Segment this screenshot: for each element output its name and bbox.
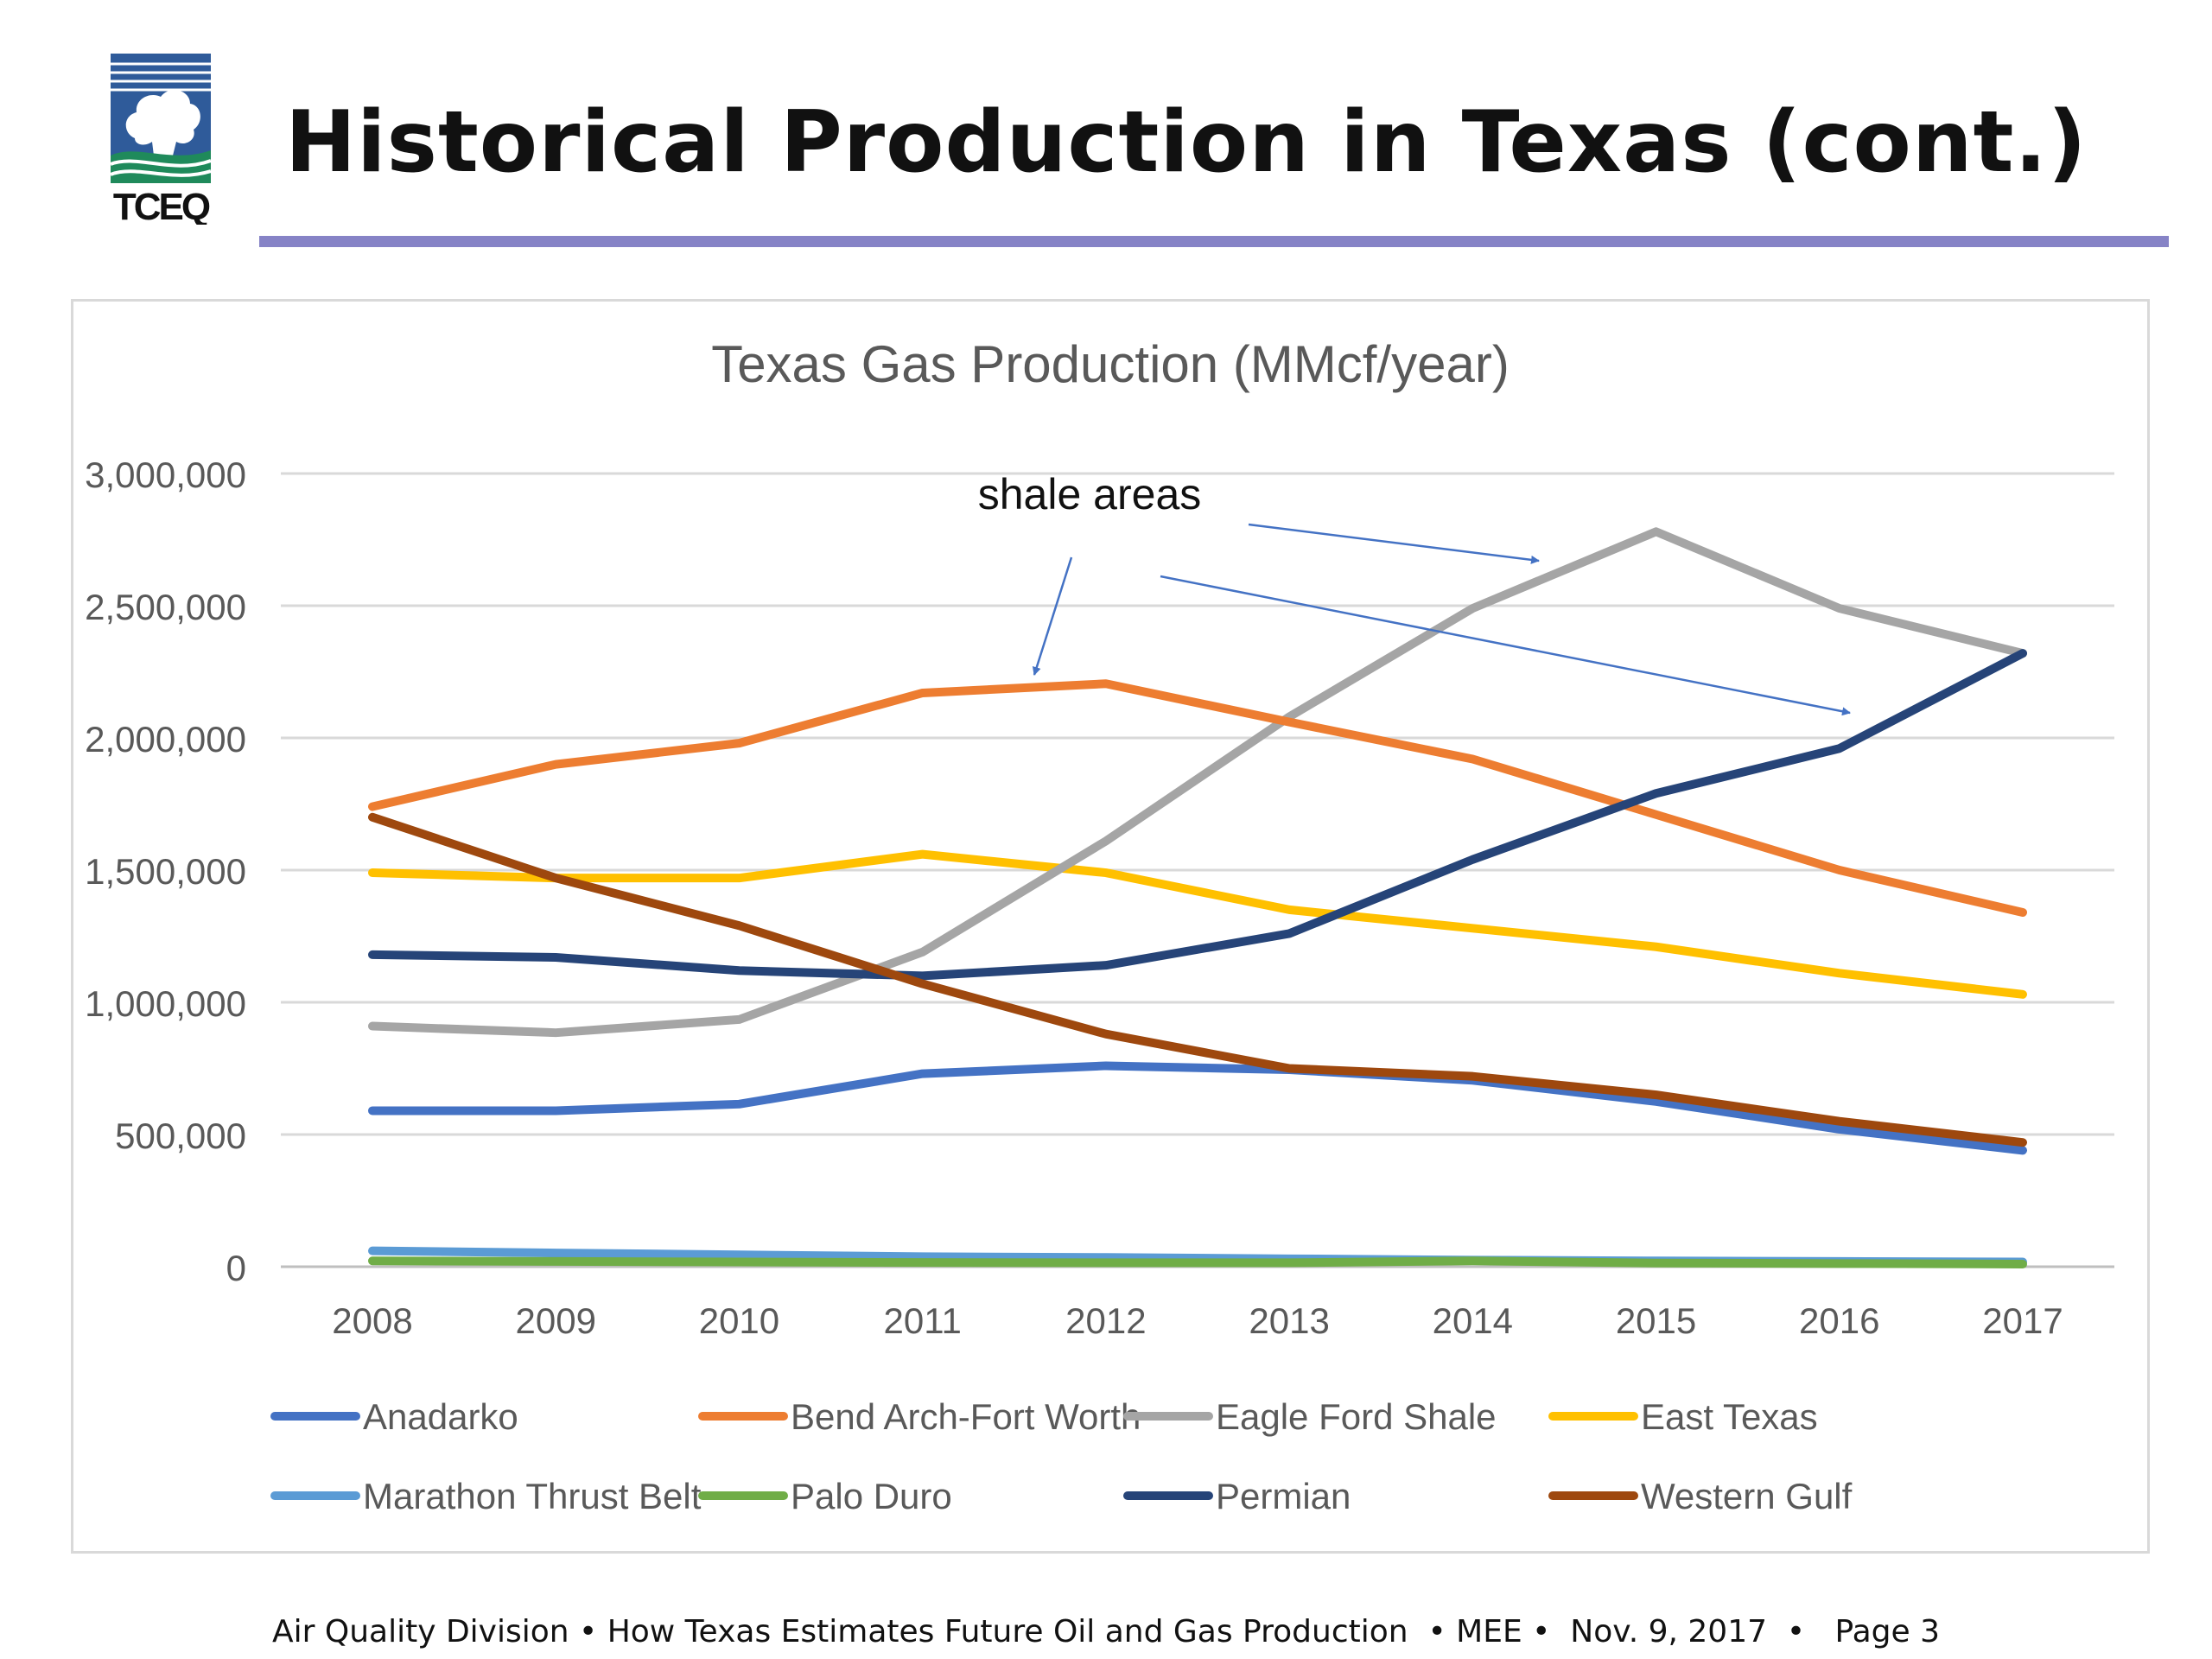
chart-title: Texas Gas Production (MMcf/year): [711, 335, 1510, 393]
y-axis-ticks: 0 500,000 1,000,000 1,500,000 2,000,000 2,500…: [85, 454, 246, 1288]
annotation-arrow: [1032, 556, 1073, 676]
y-tick-label: 500,000: [115, 1116, 246, 1156]
y-tick-label: 2,500,000: [85, 587, 246, 627]
logo-wordmark: TCEQ: [113, 186, 210, 225]
chart-frame: Texas Gas Production (MMcf/year) 0 500,00…: [71, 299, 2150, 1554]
legend: Anadarko Bend Arch-Fort Worth Eagle Ford S…: [270, 1396, 1853, 1516]
legend-item: Permian: [1123, 1476, 1351, 1516]
x-tick-label: 2017: [1982, 1300, 2063, 1341]
legend-item: Anadarko: [270, 1396, 518, 1437]
x-tick-label: 2015: [1616, 1300, 1696, 1341]
legend-label: East Texas: [1641, 1396, 1818, 1437]
line-chart: Texas Gas Production (MMcf/year) 0 500,00…: [85, 335, 2114, 1516]
tceq-logo: TCEQ: [111, 54, 211, 225]
series-line-palo-duro: [368, 1256, 2027, 1268]
series-line-western-gulf: [368, 812, 2027, 1147]
series-line-permian: [368, 649, 2027, 981]
x-tick-label: 2014: [1433, 1300, 1513, 1341]
legend-item: East Texas: [1548, 1396, 1818, 1437]
series-line-east-texas: [368, 849, 2027, 999]
series-line-bend-arch-fort-worth: [368, 679, 2027, 917]
legend-item: Western Gulf: [1548, 1476, 1853, 1516]
x-tick-label: 2010: [699, 1300, 779, 1341]
legend-label: Anadarko: [363, 1396, 518, 1437]
legend-label: Western Gulf: [1641, 1476, 1853, 1516]
y-tick-label: 1,500,000: [85, 851, 246, 892]
slide-title: Historical Production in Texas (cont.): [285, 93, 2088, 192]
legend-label: Palo Duro: [791, 1476, 952, 1516]
gridlines: [281, 472, 2114, 1268]
series-line-anadarko: [368, 1061, 2027, 1155]
x-tick-label: 2008: [332, 1300, 412, 1341]
x-tick-label: 2009: [516, 1300, 596, 1341]
legend-label: Bend Arch-Fort Worth: [791, 1396, 1141, 1437]
x-tick-label: 2011: [884, 1300, 962, 1341]
legend-item: Bend Arch-Fort Worth: [698, 1396, 1141, 1437]
y-tick-label: 0: [226, 1248, 246, 1288]
annotation-shale-areas: shale areas: [978, 470, 1202, 518]
annotation-group: shale areas: [978, 470, 1851, 716]
legend-item: Marathon Thrust Belt: [270, 1476, 702, 1516]
legend-label: Permian: [1216, 1476, 1351, 1516]
y-tick-label: 2,000,000: [85, 719, 246, 760]
x-tick-label: 2016: [1799, 1300, 1879, 1341]
title-rule: [259, 236, 2169, 247]
x-tick-label: 2012: [1065, 1300, 1146, 1341]
annotation-arrow: [1248, 523, 1540, 564]
legend-label: Eagle Ford Shale: [1216, 1396, 1497, 1437]
legend-label: Marathon Thrust Belt: [363, 1476, 702, 1516]
y-tick-label: 3,000,000: [85, 454, 246, 495]
legend-item: Eagle Ford Shale: [1123, 1396, 1497, 1437]
y-tick-label: 1,000,000: [85, 983, 246, 1024]
x-tick-label: 2013: [1249, 1300, 1329, 1341]
footer-text: Air Quality Division • How Texas Estimat…: [272, 1614, 1940, 1649]
legend-item: Palo Duro: [698, 1476, 952, 1516]
annotation-arrow: [1160, 575, 1851, 716]
x-axis-ticks: 2008 2009 2010 2011 2012 2013 2014 2015 2016 2017: [332, 1300, 2063, 1341]
series-line-eagle-ford-shale: [368, 527, 2027, 1038]
series-lines: [368, 527, 2027, 1268]
